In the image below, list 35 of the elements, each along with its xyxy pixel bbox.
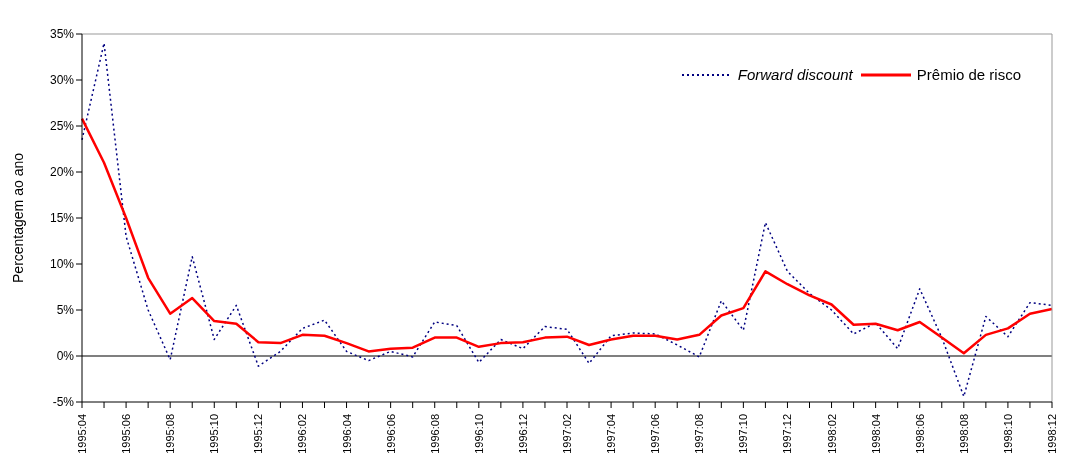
y-tick-label: 10%	[49, 257, 75, 272]
y-tick-label: 30%	[49, 73, 75, 88]
x-tick-label: 1997:12	[781, 414, 794, 454]
legend-label: Forward discount	[737, 66, 853, 83]
y-tick-label: 35%	[49, 27, 75, 42]
y-tick-label: 20%	[49, 165, 75, 180]
x-tick-label: 1998:02	[825, 414, 838, 454]
x-tick-label: 1996:06	[384, 414, 397, 454]
y-tick-label: 15%	[49, 211, 75, 226]
x-tick-label: 1995:08	[164, 414, 177, 454]
x-tick-label: 1997:02	[561, 414, 573, 454]
x-tick-label: 1996:10	[472, 414, 485, 454]
x-tick-label: 1997:04	[605, 414, 618, 454]
legend-label: Prêmio de risco	[916, 66, 1021, 83]
y-tick-label: 0%	[56, 349, 75, 364]
x-tick-label: 1997:06	[649, 414, 662, 454]
x-tick-label: 1996:04	[340, 414, 353, 454]
x-tick-label: 1997:08	[693, 414, 706, 454]
x-tick-label: 1996:02	[296, 414, 309, 454]
x-tick-label: 1998:12	[1046, 414, 1058, 454]
y-tick-label: 5%	[56, 303, 75, 318]
x-tick-label: 1995:12	[252, 414, 265, 454]
x-tick-label: 1998:10	[1001, 414, 1014, 454]
x-tick-label: 1995:06	[120, 414, 133, 454]
x-tick-label: 1996:12	[516, 414, 529, 454]
x-tick-label: 1997:10	[737, 414, 750, 454]
x-tick-label: 1995:04	[76, 414, 88, 454]
x-tick-label: 1995:10	[208, 414, 221, 454]
y-axis-title: Percentagem ao ano	[9, 152, 26, 283]
y-tick-label: 25%	[49, 119, 75, 134]
x-tick-label: 1998:04	[869, 414, 882, 454]
x-tick-label: 1998:06	[913, 414, 926, 454]
y-tick-label: -5%	[52, 395, 75, 410]
x-tick-label: 1996:08	[428, 414, 441, 454]
x-tick-label: 1998:08	[957, 414, 970, 454]
